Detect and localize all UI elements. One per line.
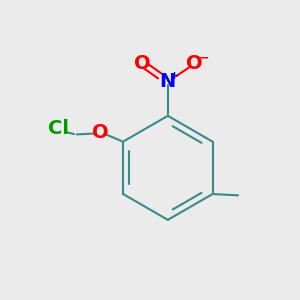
Text: O: O bbox=[92, 123, 109, 142]
Text: +: + bbox=[170, 71, 179, 81]
Text: Cl: Cl bbox=[48, 119, 69, 138]
Text: O: O bbox=[186, 54, 203, 73]
Text: −: − bbox=[198, 52, 209, 65]
Text: N: N bbox=[160, 72, 176, 91]
Text: O: O bbox=[134, 54, 151, 73]
